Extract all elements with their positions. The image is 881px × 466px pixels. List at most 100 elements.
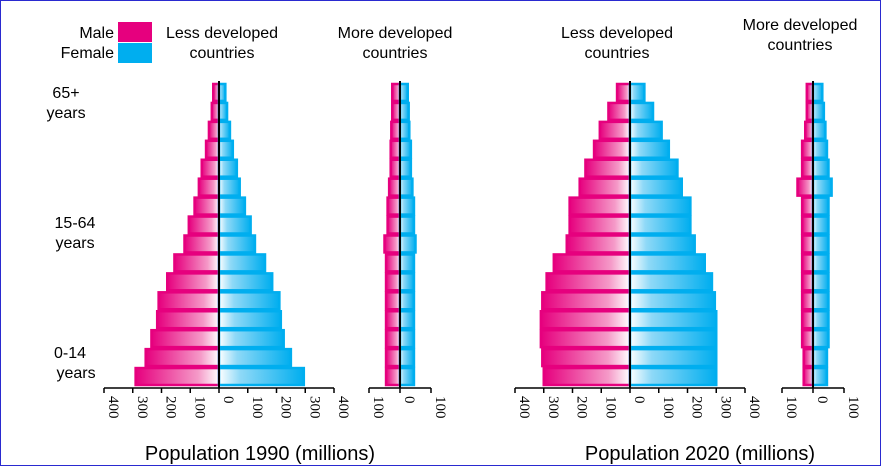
bar-female-panel3-age2 (811, 328, 830, 349)
bar-female-panel0-age0 (217, 366, 306, 387)
tick-label-panel1-0: 100 (370, 396, 386, 419)
bar-female-panel0-age8 (217, 215, 252, 235)
bar-female-panel3-age8 (811, 215, 830, 235)
bar-male-panel0-age1 (144, 347, 221, 368)
tick-label-panel3-2: 100 (845, 396, 861, 419)
bar-female-panel3-age7 (811, 234, 830, 254)
bar-female-panel1-age1 (398, 347, 416, 368)
bar-male-panel0-age13 (207, 120, 221, 141)
bar-male-panel2-age4 (541, 291, 632, 311)
bar-female-panel0-age3 (217, 310, 283, 330)
bar-female-panel3-age13 (811, 120, 827, 141)
bar-male-panel3-age4 (800, 291, 815, 311)
bar-male-panel3-age8 (800, 215, 815, 235)
bar-male-panel2-age1 (541, 347, 632, 368)
tick-label-panel0-5: 100 (249, 396, 265, 419)
age-label-65-plus: 65+ (52, 85, 79, 102)
bar-male-panel2-age0 (542, 366, 632, 387)
bar-female-panel3-age6 (811, 253, 830, 273)
bar-female-panel0-age6 (217, 253, 267, 273)
tick-label-panel2-7: 300 (717, 396, 733, 419)
bar-female-panel0-age7 (217, 234, 257, 254)
legend-male-swatch (118, 22, 152, 42)
tick-label-panel0-4: 0 (220, 396, 236, 404)
panel-title-1990-less-line2: countries (190, 45, 255, 62)
bar-female-panel2-age6 (628, 253, 706, 273)
bar-female-panel3-age14 (811, 101, 826, 122)
bar-male-panel0-age10 (197, 177, 221, 197)
bar-female-panel1-age6 (398, 253, 416, 273)
bar-male-panel1-age3 (384, 310, 402, 330)
bar-male-panel2-age5 (545, 272, 632, 292)
bar-female-panel1-age0 (398, 366, 416, 387)
bar-female-panel3-age12 (811, 139, 829, 159)
bar-female-panel3-age9 (811, 196, 830, 216)
age-label-0-14: 0-14 (54, 345, 86, 362)
tick-label-panel2-1: 300 (545, 396, 561, 419)
bar-male-panel0-age4 (157, 291, 221, 311)
bar-male-panel1-age1 (384, 347, 402, 368)
bar-male-panel1-age11 (389, 158, 402, 178)
bar-female-panel0-age10 (217, 177, 241, 197)
bar-male-panel1-age6 (384, 253, 402, 273)
bar-male-panel2-age10 (578, 177, 632, 197)
bar-female-panel2-age4 (628, 291, 717, 311)
tick-label-panel2-6: 200 (689, 396, 705, 419)
bar-female-panel1-age3 (398, 310, 416, 330)
bar-female-panel3-age10 (811, 177, 833, 197)
bar-male-panel3-age1 (802, 347, 815, 368)
xlabel-1990: Population 1990 (millions) (145, 443, 375, 465)
bar-male-panel2-age11 (584, 158, 632, 178)
legend-female-swatch (118, 43, 152, 63)
age-label-15-64: 15-64 (55, 215, 96, 232)
bar-male-panel3-age5 (800, 272, 815, 292)
bar-female-panel0-age13 (217, 120, 232, 141)
tick-label-panel1-1: 0 (401, 396, 417, 404)
tick-label-panel1-2: 100 (432, 396, 448, 419)
bar-male-panel2-age7 (565, 234, 632, 254)
tick-label-panel0-1: 300 (134, 396, 150, 419)
bar-male-panel3-age9 (800, 196, 815, 216)
bar-male-panel2-age2 (539, 328, 632, 349)
legend: Male Female (61, 22, 152, 63)
bar-female-panel0-age11 (217, 158, 239, 178)
bar-female-panel1-age15 (398, 82, 409, 103)
tick-label-panel3-0: 100 (783, 396, 799, 419)
tick-label-panel0-0: 400 (105, 396, 121, 419)
bar-female-panel0-age2 (217, 328, 285, 349)
tick-label-panel0-8: 400 (335, 396, 351, 419)
bar-male-panel1-age0 (384, 366, 402, 387)
bar-female-panel0-age14 (217, 101, 229, 122)
panel-title-2020-less-line2: countries (585, 45, 650, 62)
bar-male-panel1-age12 (389, 139, 402, 159)
bar-male-panel1-age5 (384, 272, 402, 292)
bar-female-panel1-age8 (398, 215, 416, 235)
bar-female-panel0-age12 (217, 139, 235, 159)
panel-title-1990-more-line2: countries (363, 45, 428, 62)
bar-female-panel0-age9 (217, 196, 247, 216)
bar-male-panel1-age7 (383, 234, 402, 254)
bar-male-panel2-age6 (552, 253, 632, 273)
bar-male-panel1-age2 (384, 328, 402, 349)
bar-male-panel2-age3 (539, 310, 632, 330)
bar-male-panel0-age6 (173, 253, 221, 273)
bar-male-panel0-age8 (187, 215, 221, 235)
bar-female-panel2-age5 (628, 272, 714, 292)
panel-title-2020-less-line1: Less developed (561, 25, 673, 42)
age-label-65-plus-years: years (46, 105, 85, 122)
bar-male-panel1-age8 (386, 215, 402, 235)
tick-label-panel2-8: 400 (746, 396, 762, 419)
bar-male-panel2-age14 (607, 101, 632, 122)
bar-male-panel0-age12 (204, 139, 221, 159)
tick-label-panel3-1: 0 (814, 396, 830, 404)
bar-female-panel1-age2 (398, 328, 416, 349)
bar-female-panel0-age4 (217, 291, 281, 311)
bar-male-panel1-age4 (384, 291, 402, 311)
bar-female-panel1-age12 (398, 139, 413, 159)
bar-female-panel1-age10 (398, 177, 414, 197)
pyramid-bars (134, 82, 833, 387)
bar-male-panel1-age13 (390, 120, 402, 141)
bar-male-panel0-age5 (166, 272, 221, 292)
bar-male-panel2-age8 (568, 215, 632, 235)
